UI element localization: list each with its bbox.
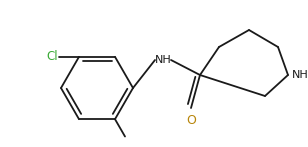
Text: Cl: Cl xyxy=(47,50,58,63)
Text: NH: NH xyxy=(292,70,308,80)
Text: O: O xyxy=(186,113,196,127)
Text: NH: NH xyxy=(155,55,171,65)
